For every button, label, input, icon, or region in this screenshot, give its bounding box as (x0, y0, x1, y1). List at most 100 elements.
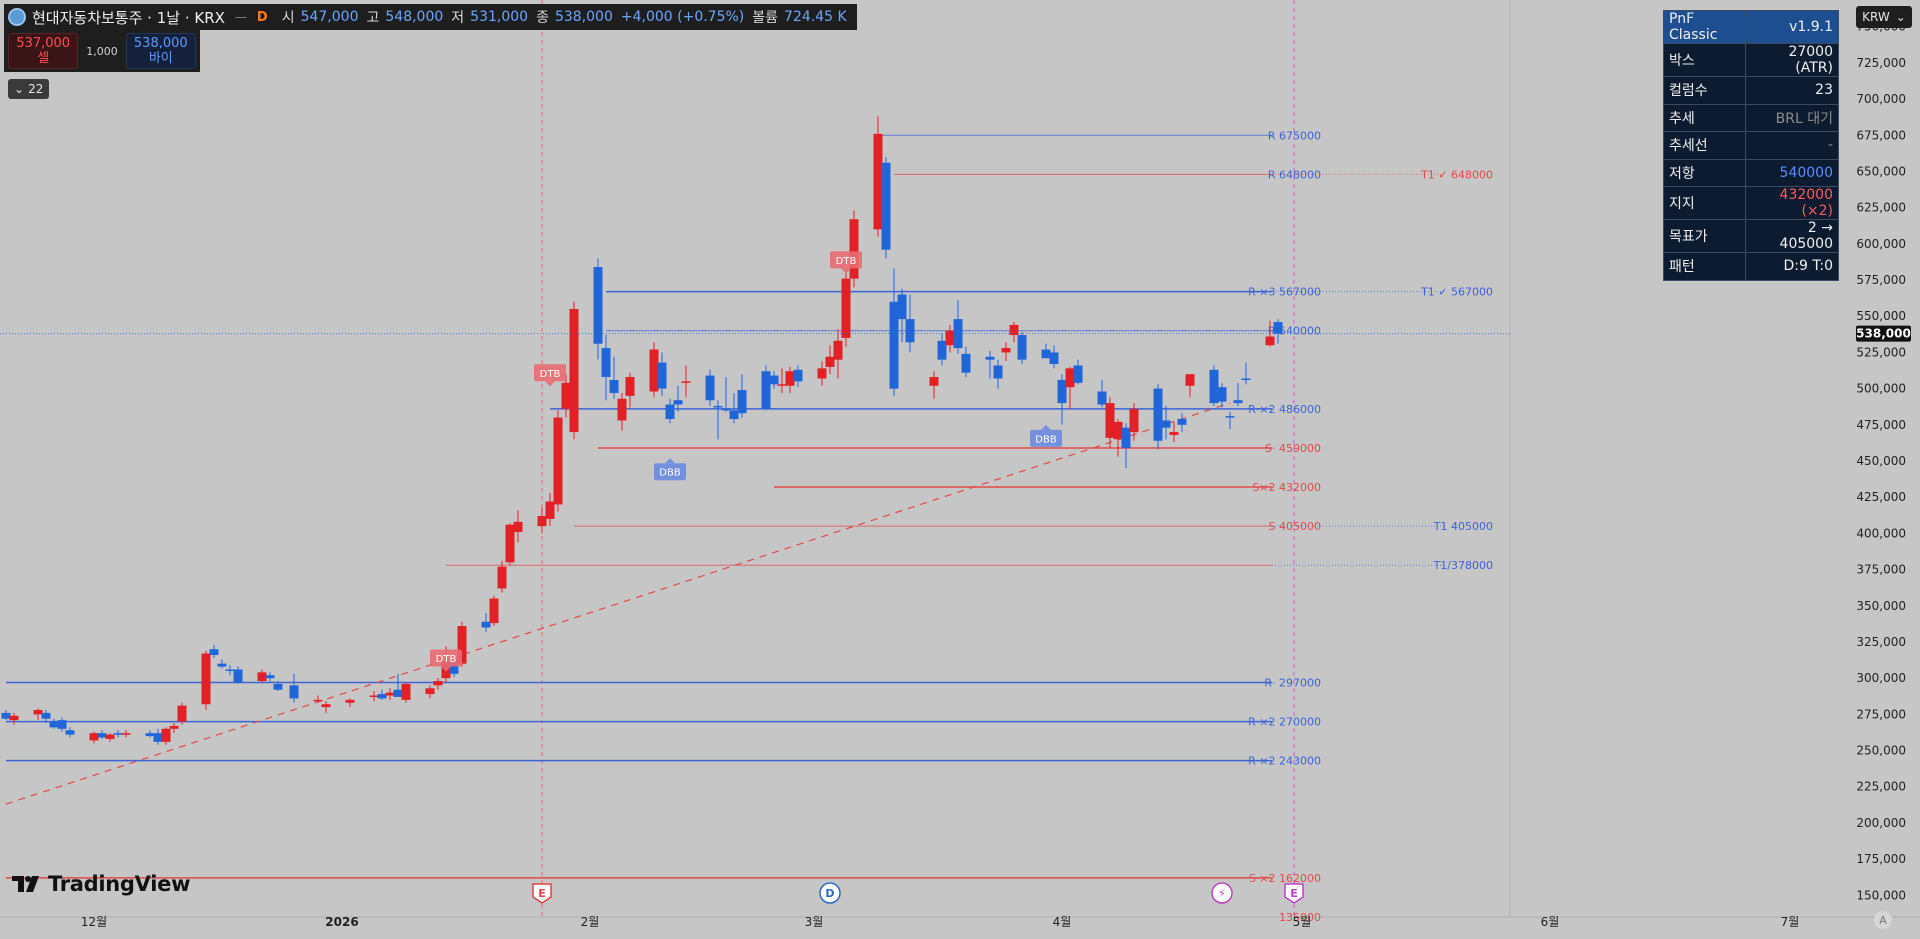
candle-body (873, 133, 883, 230)
candle (1057, 374, 1067, 425)
interval-badge: D (256, 9, 268, 25)
candle (1001, 342, 1011, 362)
candle (889, 268, 899, 396)
candle-body (1161, 420, 1171, 428)
change-value: +4,000 (+0.75%) (620, 9, 745, 25)
candle (105, 733, 115, 742)
price-tick-label: 175,000 (1856, 852, 1906, 866)
open-value: 547,000 (300, 9, 359, 25)
candle (97, 730, 107, 739)
event-icon[interactable]: ⚡ (1211, 882, 1233, 904)
currency-selector[interactable]: KRW ⌄ (1856, 6, 1912, 28)
price-tick-label: 425,000 (1856, 490, 1906, 504)
symbol-title[interactable]: 현대자동차보통주 · 1날 · KRX (32, 8, 225, 27)
candle-body (497, 566, 507, 589)
candle-body (1153, 388, 1163, 441)
candle (177, 702, 187, 725)
candle (513, 510, 523, 543)
candle (769, 371, 779, 389)
candle-body (737, 390, 747, 414)
buy-price: 538,000 (133, 36, 188, 51)
pattern-badge: DBB (1030, 424, 1062, 447)
candle-body (225, 669, 235, 671)
candle (9, 712, 19, 725)
candle (1041, 343, 1051, 359)
pattern-badge-pointer (1041, 424, 1051, 430)
event-icon[interactable]: E (1284, 883, 1304, 904)
time-axis: 12월 2026 2월 3월 4월 5월 6월 7월 (0, 915, 1920, 929)
candle-body (825, 356, 835, 367)
target-label: T1/378000 (1433, 559, 1493, 572)
candle (1241, 362, 1251, 385)
candle-body (425, 688, 435, 695)
price-tick-label: 475,000 (1856, 418, 1906, 432)
candle-body (777, 384, 787, 386)
candle (761, 365, 771, 411)
level-label: R·×2 270000 (1248, 716, 1321, 729)
candle (497, 560, 507, 593)
event-icon-letter: E (1290, 887, 1298, 900)
candle-body (721, 408, 731, 411)
candle-body (961, 353, 971, 373)
candle-body (33, 709, 43, 715)
candle-body (1065, 368, 1075, 388)
candle (113, 730, 123, 738)
candle-body (1017, 335, 1027, 360)
candle-body (113, 733, 123, 735)
sell-button[interactable]: 537,000 셀 (8, 33, 79, 69)
pnf-row: 추세 BRL 대기 (1662, 103, 1839, 132)
dash-icon: — (234, 10, 247, 24)
pattern-badge: DTB (534, 364, 566, 387)
candle (833, 329, 843, 379)
level-label: R·×2 243000 (1248, 755, 1321, 768)
pattern-badge: DTB (830, 251, 862, 274)
candle-body (569, 309, 579, 433)
price-tick-label: 350,000 (1856, 599, 1906, 613)
time-tick-label: 6월 (1541, 915, 1560, 929)
candle (257, 669, 267, 683)
pnf-info-table: PnF Classic v1.9.1 박스 27000 (ATR) 컬럼수 23 추세 B… (1662, 10, 1839, 281)
pnf-row-value: 540000 (1745, 158, 1839, 187)
candle (401, 682, 411, 703)
auto-scale-button[interactable]: A (1874, 911, 1892, 929)
candle (65, 727, 75, 738)
volume-label: 볼륨 (752, 10, 779, 26)
candle-body (681, 381, 691, 383)
candle-body (1, 712, 11, 719)
sell-label: 셀 (37, 51, 50, 66)
time-tick-label: 3월 (805, 915, 824, 929)
candle (841, 271, 851, 347)
chevron-down-icon: ⌄ (1895, 10, 1906, 24)
pattern-label: DBB (659, 468, 681, 479)
high-value: 548,000 (385, 9, 444, 25)
candle (481, 613, 491, 632)
pnf-row-label: 지지 (1662, 186, 1747, 220)
event-icon[interactable]: E (532, 883, 552, 904)
quantity-field[interactable]: 1,000 (86, 44, 118, 58)
candle (649, 342, 659, 398)
candle-body (1265, 336, 1275, 346)
candle-body (393, 689, 403, 697)
pnf-row: 컬럼수 23 (1662, 76, 1839, 105)
level-label: R 648000 (1268, 168, 1321, 181)
indicators-toggle-button[interactable]: ⌄ 22 (8, 79, 50, 99)
buy-button[interactable]: 538,000 바이 (125, 33, 196, 69)
pnf-row-label: 추세선 (1662, 131, 1747, 160)
pattern-badge-pointer (665, 458, 675, 464)
candle-body (257, 672, 267, 682)
level-label: S×2 432000 (1252, 481, 1321, 494)
candle-body (785, 371, 795, 386)
candle (1121, 423, 1131, 469)
candle (873, 116, 883, 237)
pnf-row-value: 432000 (×2) (1745, 186, 1839, 220)
pattern-label: DBB (1035, 434, 1057, 445)
tradingview-logo[interactable]: TradingView (12, 872, 190, 896)
candle (289, 673, 299, 703)
candle-body (265, 675, 275, 679)
candle-body (321, 704, 331, 708)
event-icon[interactable]: D (819, 882, 841, 904)
candle-body (1001, 348, 1011, 353)
candle-body (1241, 378, 1251, 380)
